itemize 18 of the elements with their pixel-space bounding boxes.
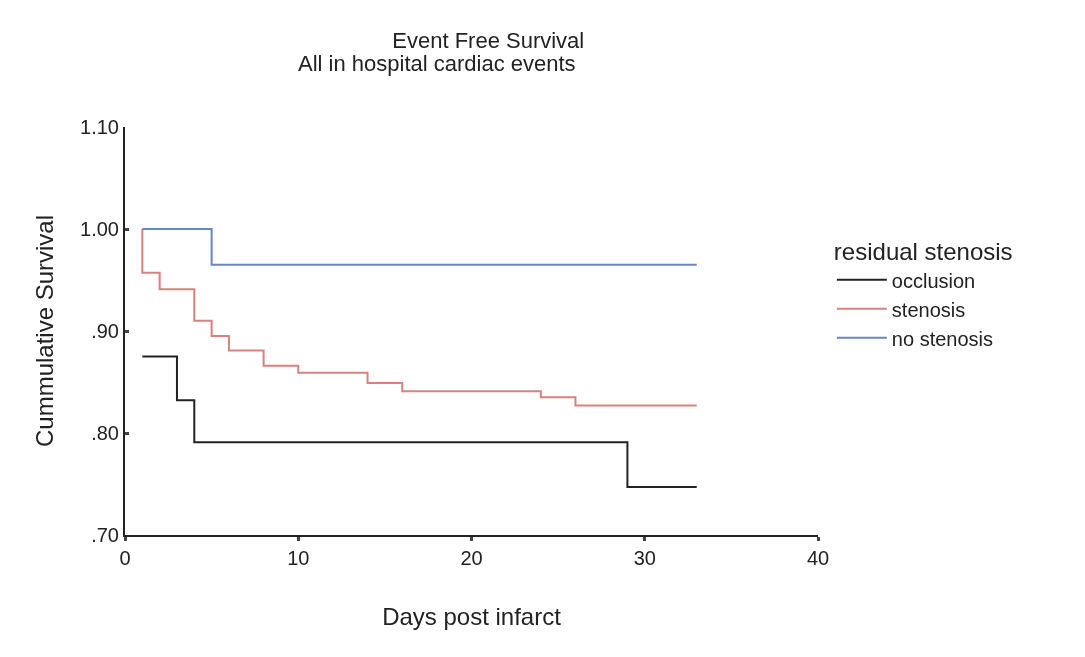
x-tick-label: 30: [633, 547, 656, 569]
legend-label: no stenosis: [891, 327, 994, 350]
y-tick-label: .70: [91, 524, 119, 546]
legend-title: residual stenosis: [833, 238, 1013, 266]
y-tick-label: .90: [91, 320, 119, 342]
chart-subtitle: All in hospital cardiac events: [298, 51, 576, 76]
x-tick-label: 20: [460, 547, 483, 569]
y-axis-title: Cummulative Survival: [30, 214, 58, 448]
x-tick-label: 0: [119, 547, 131, 569]
y-tick-label: 1.10: [80, 116, 119, 138]
x-tick-label: 10: [287, 547, 310, 569]
legend-label: stenosis: [891, 298, 966, 321]
x-tick-label: 40: [806, 547, 830, 569]
chart-title: Event Free Survival: [392, 28, 585, 54]
y-tick-label: 1.00: [80, 218, 119, 240]
x-axis-title: Days post infarct: [382, 602, 562, 630]
legend-label: occlusion: [891, 269, 976, 292]
y-tick-label: .80: [91, 422, 119, 444]
